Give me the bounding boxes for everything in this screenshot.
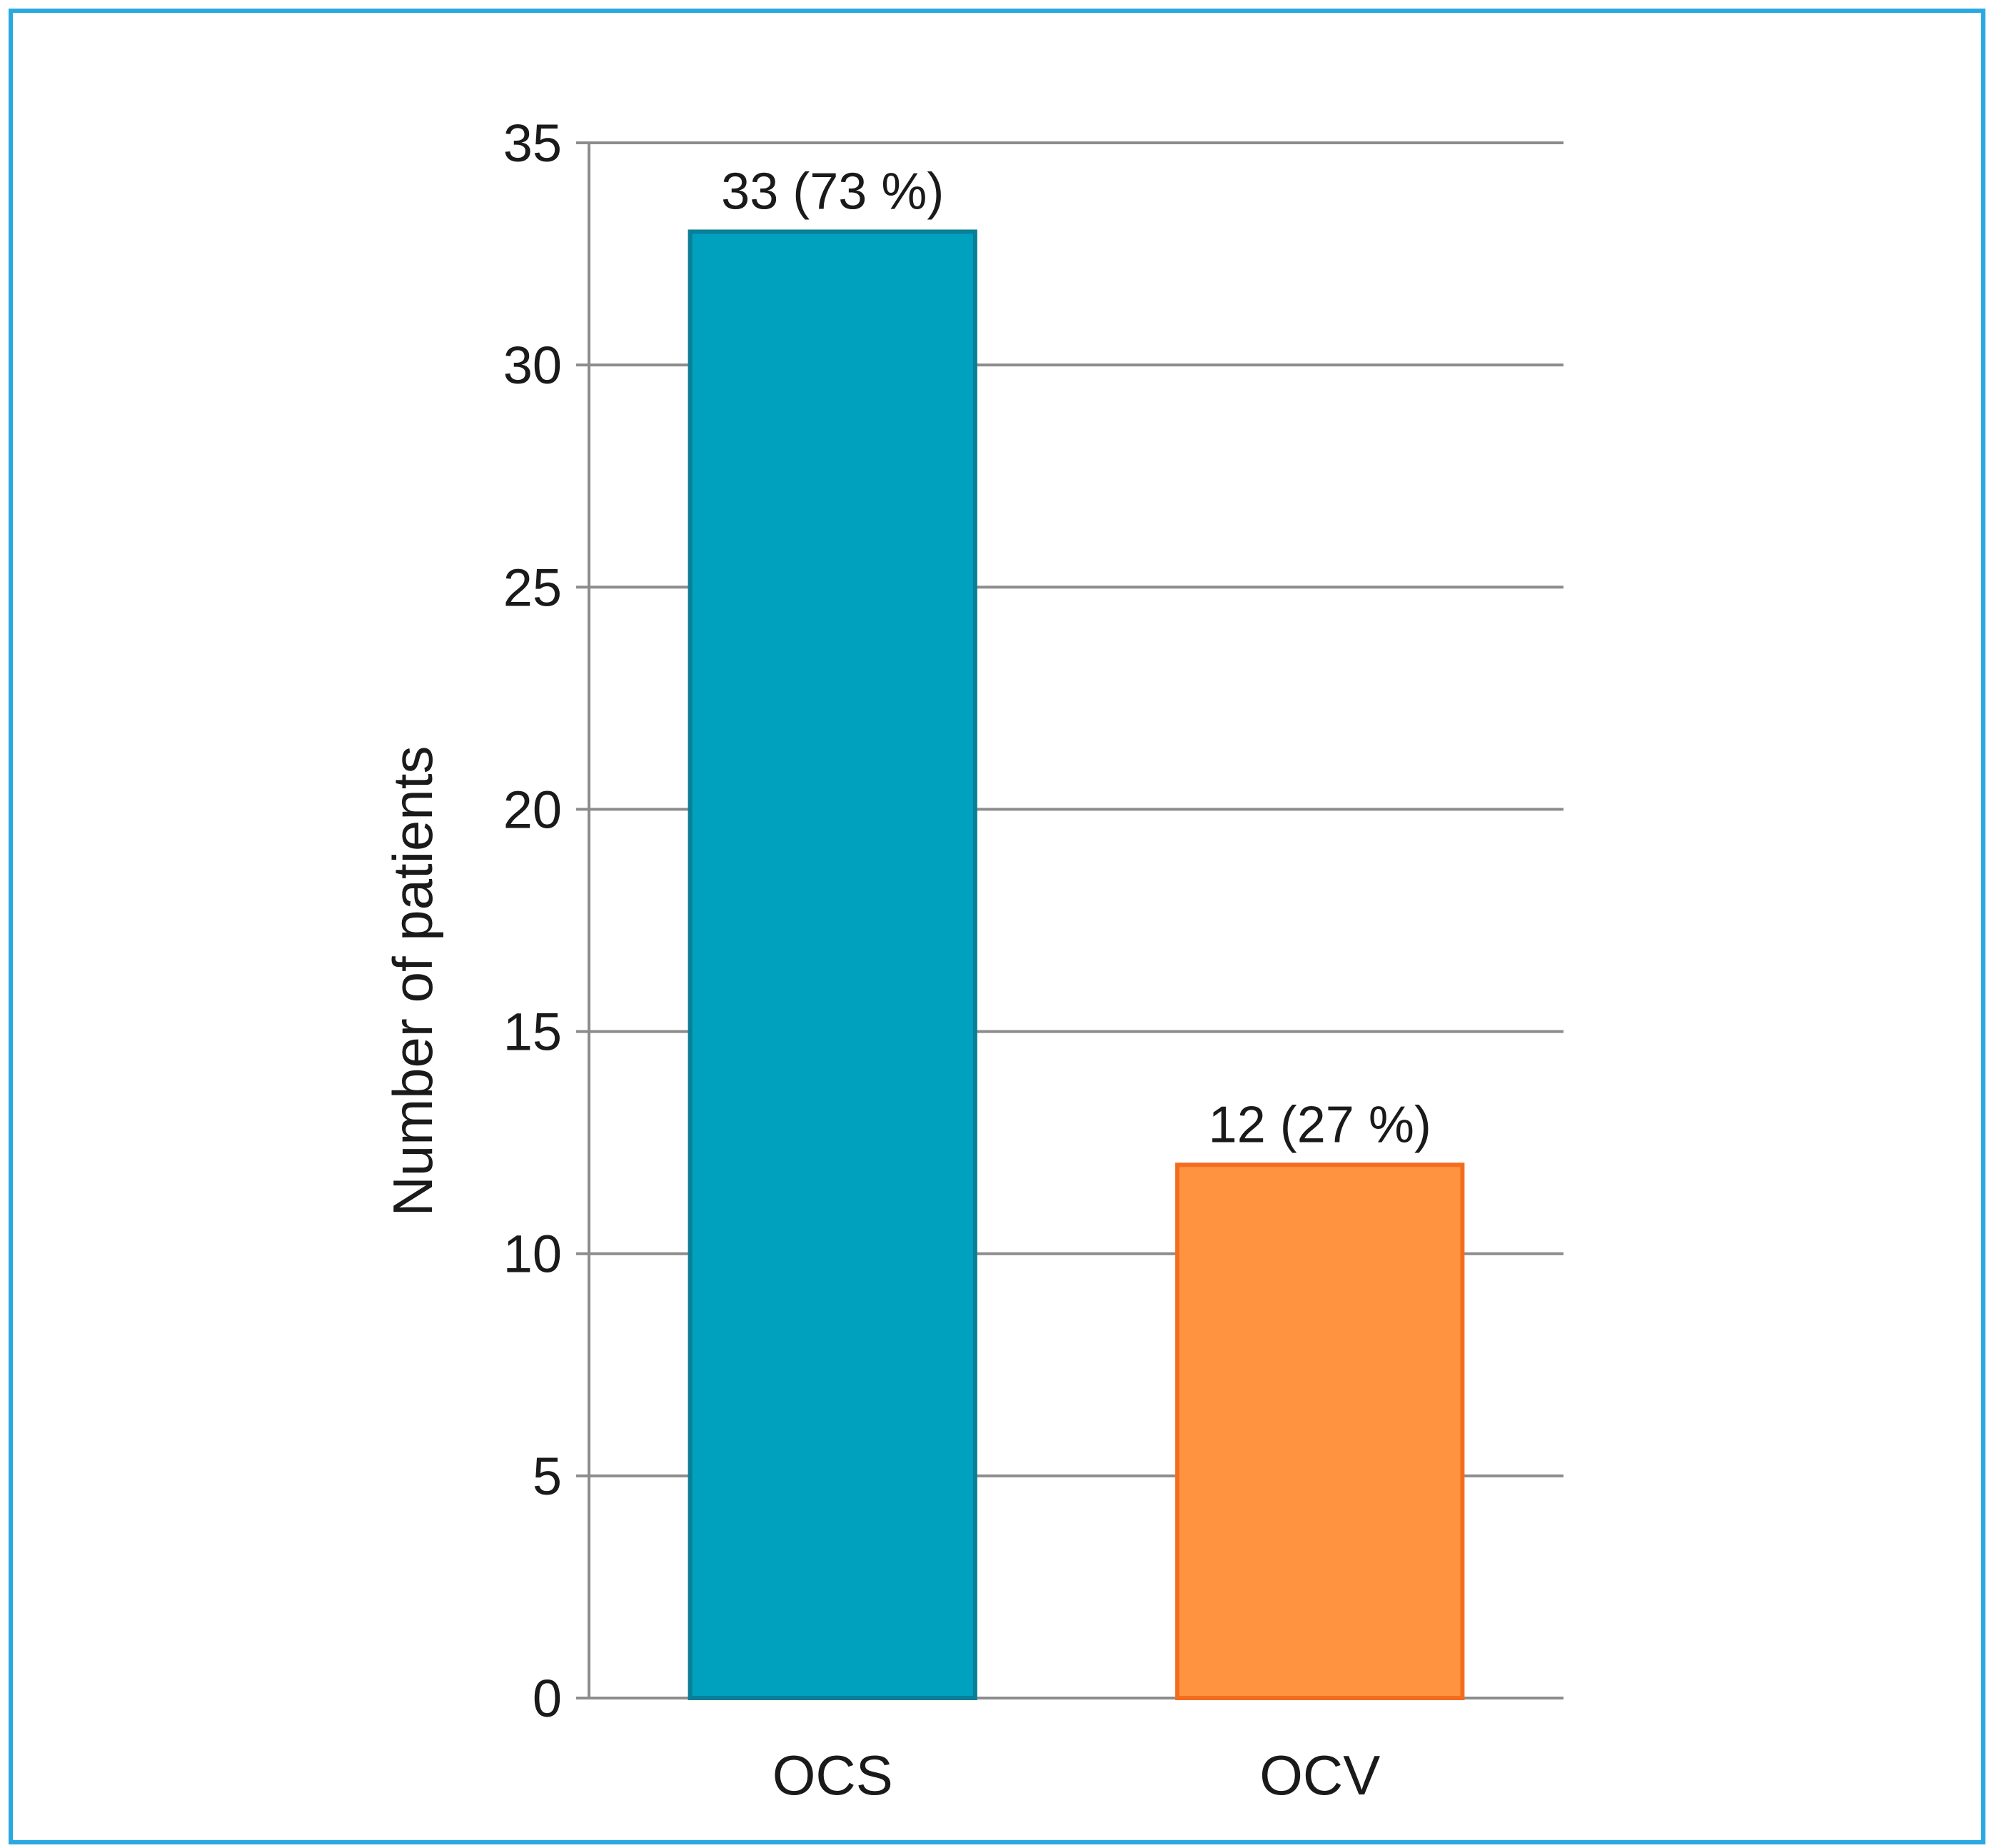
bars — [688, 229, 1465, 1701]
bar-ocs — [688, 229, 977, 1701]
y-axis-title: Number of patients — [381, 745, 444, 1216]
data-label-ocv: 12 (27 %) — [1209, 1096, 1431, 1153]
y-tick-label: 20 — [503, 780, 562, 839]
y-tick-label: 5 — [533, 1447, 562, 1506]
y-tick-label: 35 — [503, 114, 562, 173]
x-tick-label-ocv: OCV — [1259, 1744, 1380, 1807]
y-tick-label: 10 — [503, 1225, 562, 1284]
y-tick-label: 15 — [503, 1003, 562, 1062]
y-tick-label: 25 — [503, 558, 562, 617]
figure-frame — [9, 9, 1985, 1844]
data-label-ocs: 33 (73 %) — [721, 163, 944, 220]
y-tick-label: 30 — [503, 336, 562, 395]
bar-ocv — [1175, 1162, 1465, 1701]
labels: 0 5 10 15 20 25 30 35 33 (73 %) OCS 12 (27 %) OCV — [503, 114, 1431, 1807]
y-tick-label: 0 — [533, 1669, 562, 1728]
x-tick-label-ocs: OCS — [772, 1744, 893, 1807]
